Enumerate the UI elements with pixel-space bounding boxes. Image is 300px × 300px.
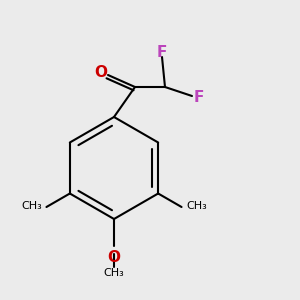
Text: CH₃: CH₃ <box>103 268 124 278</box>
Text: F: F <box>194 90 204 105</box>
Text: CH₃: CH₃ <box>21 201 42 212</box>
Text: CH₃: CH₃ <box>186 201 207 212</box>
Text: O: O <box>107 250 121 265</box>
Text: O: O <box>94 65 107 80</box>
Text: F: F <box>157 45 167 60</box>
